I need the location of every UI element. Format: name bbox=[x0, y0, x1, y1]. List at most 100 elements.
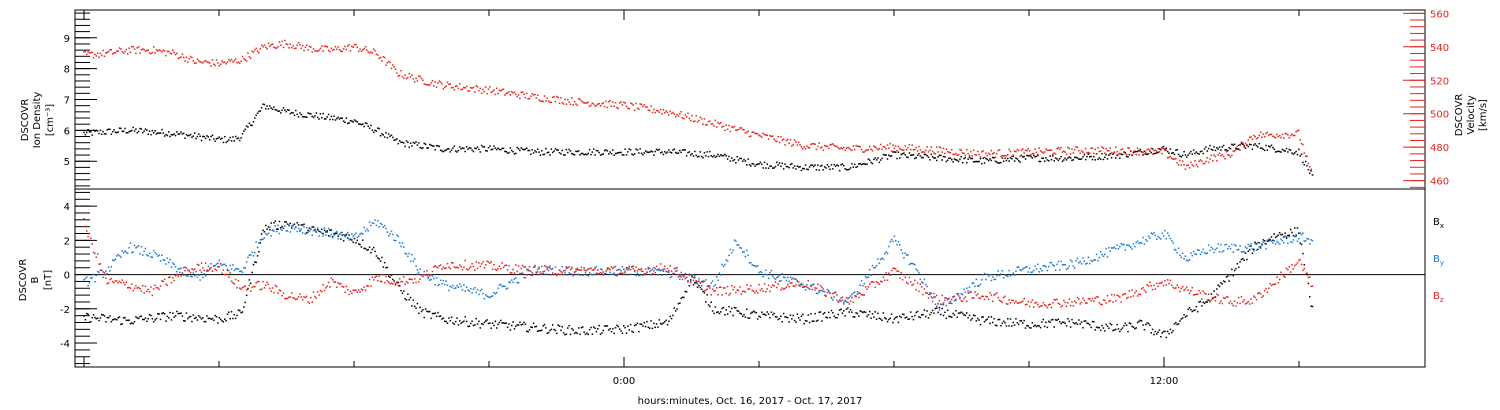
bz-point bbox=[527, 269, 529, 272]
bx-point bbox=[1184, 316, 1187, 318]
by-point bbox=[326, 231, 328, 233]
bx-point bbox=[1232, 274, 1234, 277]
bz-point bbox=[826, 291, 829, 294]
velocity-point bbox=[918, 145, 920, 148]
by-point bbox=[976, 285, 979, 287]
bx-point bbox=[234, 317, 237, 320]
bz-point bbox=[993, 294, 995, 296]
bx-point bbox=[456, 317, 458, 319]
velocity-point bbox=[758, 134, 760, 137]
velocity-point bbox=[95, 55, 98, 57]
bz-point bbox=[1298, 259, 1300, 262]
by-point bbox=[116, 255, 118, 257]
bx-point bbox=[1165, 336, 1168, 339]
by-point bbox=[474, 286, 476, 289]
bz-point bbox=[83, 217, 85, 220]
by-point bbox=[263, 237, 266, 239]
velocity-point bbox=[301, 45, 304, 47]
by-point bbox=[864, 275, 867, 278]
bz-point bbox=[542, 270, 544, 273]
bz-point bbox=[1150, 284, 1152, 287]
bx-point bbox=[269, 228, 271, 231]
by-point bbox=[730, 252, 733, 254]
by-point bbox=[114, 258, 117, 261]
velocity-point bbox=[318, 49, 320, 52]
density-point bbox=[841, 163, 844, 165]
density-point bbox=[501, 147, 503, 150]
density-point bbox=[245, 125, 248, 127]
density-point bbox=[236, 137, 238, 140]
bz-point bbox=[252, 285, 255, 288]
by-point bbox=[151, 256, 154, 259]
velocity-point bbox=[978, 153, 980, 156]
bz-point bbox=[476, 267, 479, 270]
bz-point bbox=[770, 286, 773, 288]
by-point bbox=[556, 273, 558, 276]
bz-point bbox=[1303, 267, 1306, 270]
bz-point bbox=[869, 283, 871, 285]
density-point bbox=[648, 151, 651, 153]
bx-point bbox=[800, 315, 803, 317]
bx-point bbox=[1161, 332, 1163, 334]
bz-point bbox=[534, 266, 536, 268]
density-point bbox=[213, 138, 215, 140]
bx-point bbox=[405, 299, 408, 301]
bz-point bbox=[892, 267, 894, 270]
bz-point bbox=[922, 293, 924, 296]
bz-point bbox=[434, 265, 436, 267]
by-point bbox=[202, 276, 204, 279]
by-point bbox=[799, 283, 801, 286]
by-point bbox=[411, 253, 413, 256]
by-point bbox=[847, 297, 849, 300]
density-point bbox=[620, 151, 622, 154]
by-point bbox=[1037, 263, 1039, 266]
velocity-tick-label: 540 bbox=[1430, 43, 1449, 54]
bz-point bbox=[249, 290, 252, 292]
bz-point bbox=[1000, 300, 1002, 302]
density-point bbox=[1058, 158, 1061, 160]
velocity-point bbox=[1277, 135, 1280, 138]
bz-point bbox=[1259, 293, 1262, 295]
bx-point bbox=[856, 312, 859, 315]
bx-point bbox=[353, 237, 356, 240]
velocity-point bbox=[1043, 151, 1046, 153]
density-point bbox=[1262, 148, 1265, 151]
bx-point bbox=[890, 313, 893, 315]
density-point bbox=[811, 164, 814, 166]
by-point bbox=[869, 269, 871, 271]
velocity-point bbox=[945, 148, 948, 151]
bz-point bbox=[911, 284, 913, 287]
density-point bbox=[155, 133, 158, 135]
velocity-point bbox=[1299, 139, 1301, 141]
density-point bbox=[785, 165, 788, 168]
bx-point bbox=[949, 315, 952, 318]
by-point bbox=[629, 273, 632, 276]
by-point bbox=[613, 272, 615, 274]
by-point bbox=[765, 269, 767, 271]
by-point bbox=[584, 272, 587, 274]
by-point bbox=[412, 260, 415, 263]
bz-point bbox=[618, 272, 621, 275]
bz-point bbox=[788, 285, 790, 288]
bz-point bbox=[1038, 306, 1040, 308]
bz-point bbox=[894, 268, 897, 270]
bz-point bbox=[1082, 297, 1084, 300]
bz-point bbox=[725, 292, 728, 295]
bx-point bbox=[825, 316, 827, 319]
density-point bbox=[676, 152, 678, 155]
density-point bbox=[1000, 161, 1002, 164]
density-point bbox=[340, 117, 342, 119]
velocity-point bbox=[1136, 147, 1139, 150]
by-point bbox=[1080, 263, 1083, 265]
velocity-point bbox=[860, 148, 863, 151]
bx-point bbox=[1244, 252, 1247, 254]
bz-point bbox=[664, 265, 666, 268]
by-point bbox=[911, 262, 913, 265]
bx-point bbox=[677, 302, 680, 305]
velocity-point bbox=[1113, 151, 1116, 153]
bx-point bbox=[345, 233, 348, 236]
bx-point bbox=[386, 266, 389, 269]
velocity-point bbox=[234, 58, 237, 60]
velocity-point bbox=[788, 142, 790, 144]
bz-point bbox=[392, 283, 394, 285]
